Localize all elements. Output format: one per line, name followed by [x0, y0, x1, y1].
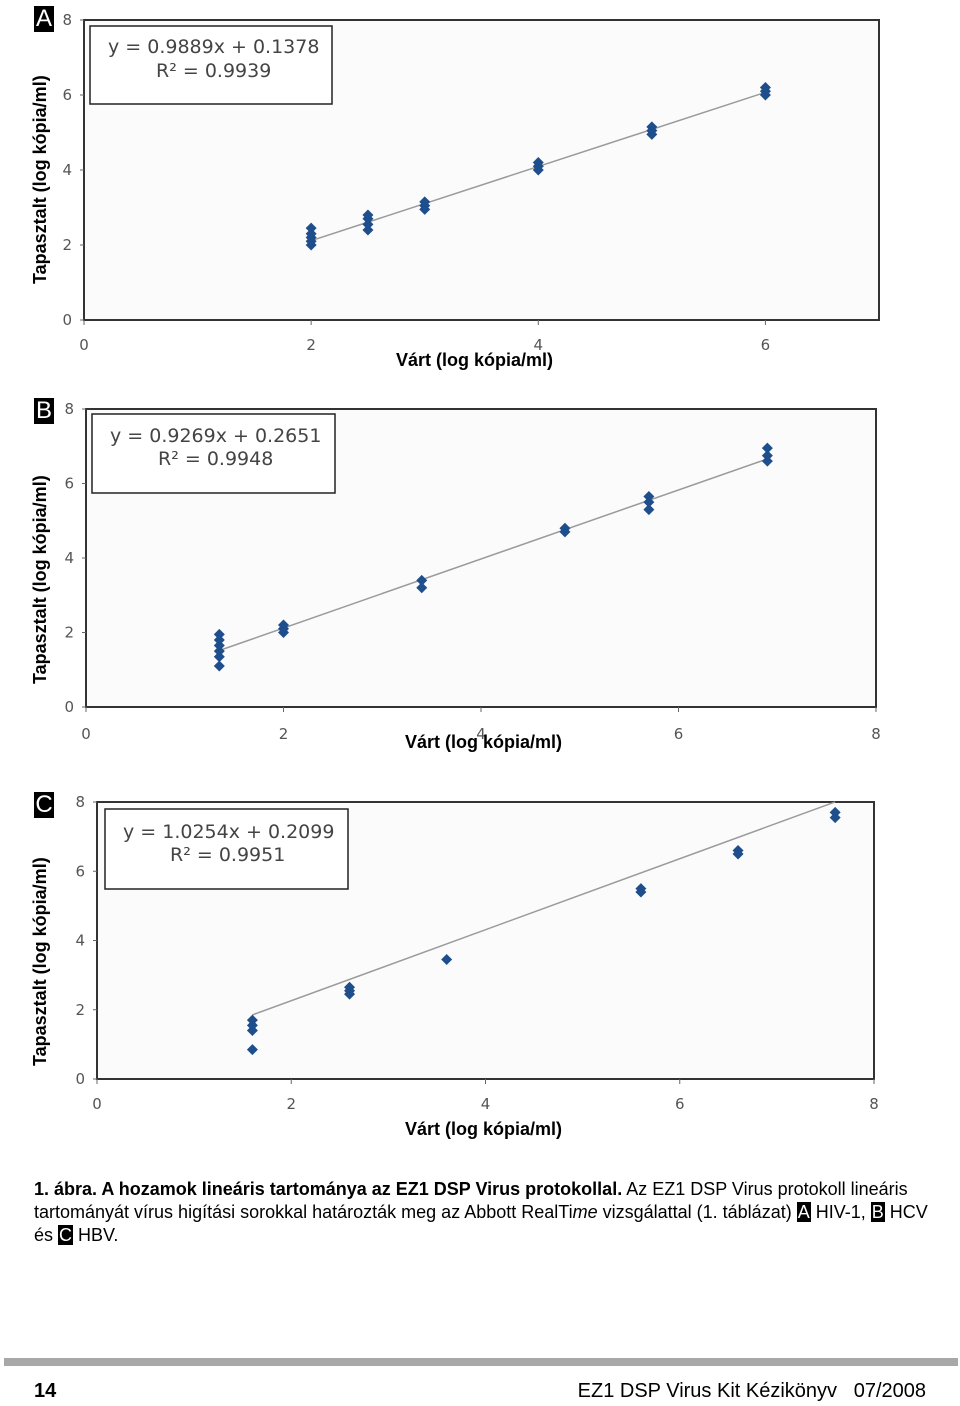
- data-point-b: [643, 491, 655, 503]
- data-point-b: [416, 582, 428, 594]
- caption-tag-a: A: [796, 1202, 811, 1222]
- x-tick-label-a: 6: [761, 336, 771, 354]
- page-number: 14: [34, 1380, 57, 1402]
- data-point-a: [362, 218, 374, 230]
- x-axis-label-c: Várt (log kópia/ml): [405, 1119, 563, 1139]
- data-point-a: [362, 209, 374, 221]
- caption-tag-b: B: [870, 1202, 885, 1222]
- figure-caption: 1. ábra. A hozamok lineáris tartománya a…: [34, 1178, 930, 1247]
- data-point-b: [278, 619, 289, 631]
- x-tick-label-b: 2: [279, 725, 289, 743]
- regression-equation-c: y = 1.0254x + 0.2099: [123, 821, 334, 843]
- data-point-b: [643, 504, 655, 516]
- y-tick-label-c: 2: [75, 1001, 85, 1019]
- data-point-b: [416, 574, 428, 586]
- x-tick-label-b: 0: [81, 725, 91, 743]
- data-point-b: [761, 442, 773, 454]
- panel-label-c: C: [34, 791, 54, 818]
- data-point-a: [532, 157, 544, 168]
- data-point-c: [246, 1044, 258, 1056]
- data-point-b: [213, 651, 225, 663]
- equation-box-c: [104, 808, 349, 890]
- x-axis-label-b: Várt (log kópia/ml): [405, 732, 563, 752]
- caption-tag-c: C: [58, 1225, 74, 1245]
- data-point-b: [761, 455, 773, 467]
- y-tick-label-c: 0: [75, 1070, 85, 1088]
- x-tick-label-b: 4: [476, 725, 486, 743]
- x-tick-label-a: 0: [79, 336, 89, 354]
- regression-equation-b: y = 0.9269x + 0.2651: [110, 425, 321, 447]
- y-tick-label-a: 8: [62, 11, 72, 29]
- y-tick-label-a: 2: [62, 236, 72, 254]
- r-squared-c: R² = 0.9951: [170, 844, 285, 866]
- data-point-a: [362, 224, 374, 236]
- data-point-b: [559, 522, 571, 534]
- x-tick-label-b: 8: [871, 725, 881, 743]
- data-point-c: [732, 844, 744, 856]
- data-point-a: [419, 196, 431, 208]
- data-point-b: [213, 628, 225, 640]
- caption-text-italic: me: [572, 1202, 598, 1222]
- y-tick-label-b: 8: [64, 400, 74, 418]
- trendline-c: [252, 801, 836, 1016]
- data-point-a: [305, 222, 317, 234]
- y-tick-label-b: 0: [64, 698, 74, 716]
- caption-virus-a: HIV-1,: [810, 1202, 871, 1222]
- footer-divider: [4, 1358, 958, 1366]
- data-point-b: [213, 634, 225, 646]
- r-squared-a: R² = 0.9939: [156, 60, 271, 82]
- equation-box-a: [89, 25, 333, 105]
- y-tick-label-b: 2: [64, 624, 74, 642]
- data-point-c: [246, 1014, 258, 1026]
- r-squared-b: R² = 0.9948: [158, 448, 273, 470]
- y-tick-label-c: 6: [75, 862, 85, 880]
- data-point-b: [213, 640, 225, 652]
- y-tick-label-c: 8: [75, 793, 85, 811]
- data-point-c: [829, 806, 841, 818]
- data-point-a: [646, 121, 658, 133]
- panel-label-b: B: [34, 397, 54, 424]
- data-point-c: [344, 981, 356, 993]
- caption-text-1: Az EZ1 DSP Virus protokoll lineáris tart…: [34, 1179, 908, 1222]
- x-tick-label-c: 2: [286, 1095, 296, 1113]
- data-point-a: [759, 82, 771, 93]
- data-point-c: [441, 954, 453, 966]
- data-point-a: [305, 228, 317, 240]
- data-point-c: [635, 883, 647, 895]
- x-tick-label-c: 8: [869, 1095, 879, 1113]
- y-tick-label-b: 4: [64, 549, 74, 567]
- data-point-b: [761, 450, 773, 462]
- equation-box-b: [91, 413, 336, 494]
- x-tick-label-c: 0: [92, 1095, 102, 1113]
- caption-virus-b: HCV és: [34, 1202, 928, 1245]
- regression-equation-a: y = 0.9889x + 0.1378: [108, 36, 319, 58]
- caption-text-2: vizsgálattal (1. táblázat): [597, 1202, 797, 1222]
- y-tick-label-a: 6: [62, 86, 72, 104]
- trendline-b: [219, 458, 768, 652]
- panel-label-a: A: [34, 5, 54, 32]
- y-tick-label-c: 4: [75, 932, 85, 950]
- caption-virus-c: HBV.: [73, 1225, 119, 1245]
- x-tick-label-b: 6: [674, 725, 684, 743]
- data-point-b: [643, 496, 655, 508]
- x-tick-label-a: 4: [534, 336, 544, 354]
- x-axis-label-a: Várt (log kópia/ml): [396, 350, 554, 370]
- y-tick-label-a: 4: [62, 161, 72, 179]
- data-point-b: [213, 660, 225, 672]
- footer-title: EZ1 DSP Virus Kit Kézikönyv 07/2008: [577, 1380, 926, 1402]
- x-tick-label-c: 6: [675, 1095, 685, 1113]
- y-tick-label-b: 6: [64, 475, 74, 493]
- y-tick-label-a: 0: [62, 311, 72, 329]
- data-point-b: [213, 645, 225, 657]
- x-tick-label-c: 4: [481, 1095, 491, 1113]
- caption-label: 1. ábra. A hozamok lineáris tartománya a…: [34, 1179, 623, 1199]
- x-tick-label-a: 2: [306, 336, 316, 354]
